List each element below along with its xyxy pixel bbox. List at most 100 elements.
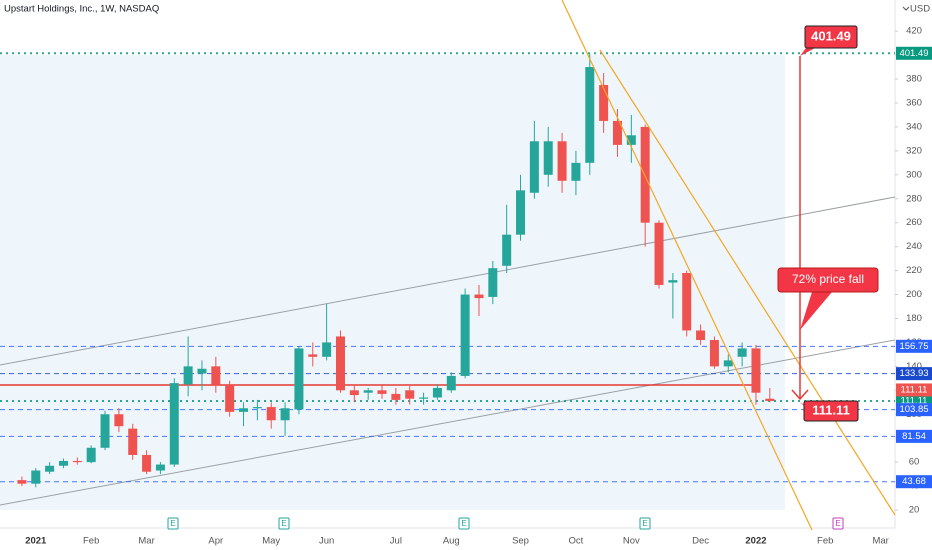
price-level-label: 43.68: [902, 476, 926, 487]
channel-line: [561, 0, 813, 531]
candle-body: [474, 294, 484, 299]
earnings-label: E: [281, 519, 286, 528]
candle-body: [405, 390, 415, 399]
x-tick-label: Aug: [443, 536, 460, 547]
candle-body: [280, 408, 290, 421]
price-level-badge: [896, 367, 932, 381]
price-level-label: 111.11: [901, 395, 928, 406]
y-tick-label: 320: [906, 145, 922, 156]
earnings-marker: [458, 517, 470, 530]
range-shade: [0, 55, 785, 510]
candle-body: [58, 460, 68, 466]
candle-body: [640, 126, 650, 223]
candle-body: [502, 234, 512, 266]
callout: 401.49: [800, 25, 858, 56]
trend-line: [0, 339, 896, 506]
x-tick-label: Jun: [319, 536, 334, 547]
candle-body: [585, 67, 595, 163]
candle-body: [363, 390, 373, 393]
candle-body: [654, 222, 664, 285]
arrow-head: [791, 389, 809, 401]
candle-body: [446, 375, 456, 391]
candle-body: [72, 460, 82, 463]
candle-body: [765, 398, 775, 401]
candle-body: [612, 120, 622, 145]
price-level-label: 401.49: [899, 48, 928, 59]
candle-body: [751, 348, 761, 393]
candle-body: [488, 268, 498, 297]
x-tick-label: 2021: [25, 536, 47, 547]
last-price-label: 111.11: [901, 384, 928, 395]
earnings-marker: [278, 517, 290, 530]
candle-body: [169, 383, 179, 465]
candle-body: [696, 330, 706, 341]
x-tick-label: Feb: [83, 536, 99, 547]
candle-body: [599, 85, 609, 121]
channel-line: [599, 49, 896, 516]
y-tick-label: 60: [909, 457, 920, 468]
x-tick-label: Oct: [569, 536, 584, 547]
x-tick-label: Mar: [872, 536, 888, 547]
candle-body: [31, 470, 41, 484]
x-tick-label: Sep: [512, 536, 529, 547]
y-tick-label: 280: [906, 193, 922, 204]
y-tick-label: 300: [906, 169, 922, 180]
candle-body: [709, 340, 719, 367]
price-level-badge: [896, 475, 932, 489]
candle-body: [335, 336, 345, 391]
y-tick-label: 420: [906, 26, 922, 37]
candle-body: [155, 464, 165, 471]
callout: 72% price fall: [777, 267, 879, 330]
candle-body: [682, 272, 692, 331]
x-tick-label: Apr: [208, 536, 223, 547]
candle-body: [225, 384, 235, 412]
candle-body: [114, 414, 124, 427]
candle-body: [128, 428, 138, 455]
candle-body: [391, 393, 401, 400]
candle-body: [322, 342, 332, 357]
candle-body: [432, 387, 442, 398]
x-tick-label: Nov: [623, 536, 640, 547]
x-tick-label: Jul: [390, 536, 402, 547]
callout-text: 401.49: [811, 28, 851, 43]
y-tick-label: 260: [906, 217, 922, 228]
candle-body: [557, 141, 567, 181]
candle-body: [308, 354, 318, 357]
earnings-marker: [167, 517, 179, 530]
earnings-label: E: [170, 519, 175, 528]
candle-body: [516, 190, 526, 235]
candle-body: [142, 454, 152, 472]
callout-text: 111.11: [812, 402, 850, 417]
callout: 111.11: [800, 400, 859, 422]
candle-body: [543, 141, 553, 175]
candle-body: [100, 414, 110, 448]
currency-dropdown[interactable]: [902, 6, 910, 11]
price-level-badge: [896, 429, 932, 443]
candle-body: [239, 408, 249, 412]
candle-body: [460, 294, 470, 376]
earnings-label: E: [461, 519, 466, 528]
y-tick-label: 360: [906, 97, 922, 108]
price-level-badge: [896, 403, 932, 417]
chart-title: Upstart Holdings, Inc., 1W, NASDAQ: [4, 4, 159, 15]
last-price-badge: [896, 383, 932, 397]
candle-body: [529, 141, 539, 193]
price-level-label: 81.54: [902, 431, 926, 442]
candle-body: [45, 465, 55, 472]
price-level-label: 156.75: [899, 341, 928, 352]
candle-body: [723, 360, 733, 367]
earnings-marker: [639, 517, 651, 530]
price-level-label: 133.93: [899, 368, 928, 379]
candle-body: [86, 447, 96, 463]
y-tick-label: 140: [906, 361, 922, 372]
candle-body: [183, 366, 193, 385]
candle-body: [197, 368, 207, 374]
candle-body: [17, 480, 27, 484]
currency-label[interactable]: USD: [910, 4, 930, 15]
earnings-marker: [832, 517, 844, 530]
x-tick-label: May: [262, 536, 280, 547]
x-tick-label: Feb: [817, 536, 833, 547]
candle-body: [668, 280, 678, 283]
y-tick-label: 20: [909, 505, 920, 516]
